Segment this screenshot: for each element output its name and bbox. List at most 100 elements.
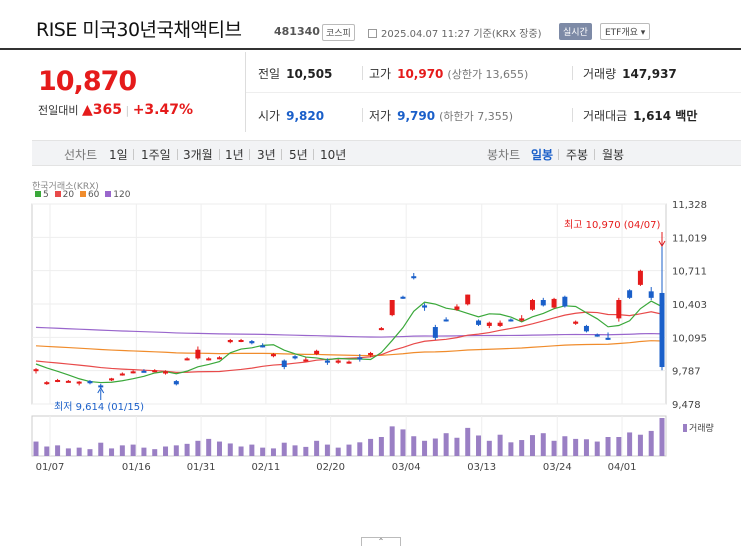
volume-bar [605, 437, 611, 456]
volume-bar [335, 447, 341, 456]
volume-bar [119, 445, 125, 456]
candle-body [400, 296, 406, 299]
tab-period-1y[interactable]: 1년 [225, 148, 244, 162]
volume-bar [519, 440, 525, 456]
candle-body [411, 276, 417, 279]
volume-bar [594, 441, 600, 456]
tab-line-chart[interactable]: 선차트 [64, 148, 98, 162]
collapse-button[interactable]: ⌃ [361, 537, 401, 546]
max-annotation: 최고 10,970 (04/07) [564, 219, 660, 231]
tab-candle-chart[interactable]: 봉차트 [487, 148, 521, 162]
price-chart[interactable]: 11,328 11,019 10,711 10,403 10,095 9,787 9,478… [0, 196, 741, 536]
candle-body [206, 358, 212, 361]
price-panel: 10,870 전일대비 ▲365 | +3.47% [32, 52, 244, 132]
volume-bar [465, 427, 471, 456]
tab-period-5y[interactable]: 5년 [289, 148, 308, 162]
volume-bar [324, 444, 330, 456]
stat-amount: 거래대금 1,614 백만 [583, 109, 698, 123]
volume-bar [562, 436, 568, 456]
stat-volume: 거래량 147,937 [583, 67, 677, 81]
volume-bar [497, 434, 503, 456]
volume-bar [443, 433, 449, 456]
candle-body [422, 305, 428, 308]
volume-bar [357, 442, 363, 456]
legend-ma20: 20 [62, 190, 75, 200]
volume-bar [76, 447, 82, 456]
volume-bar [422, 440, 428, 456]
volume-bar [184, 443, 190, 456]
y-tick-label: 9,478 [672, 400, 701, 411]
tab-period-1d[interactable]: 1일 [109, 148, 128, 162]
candle-body [486, 322, 492, 326]
ma-legend: 5 20 60 120 [32, 190, 130, 200]
stat-low: 저가 9,790 (하한가 7,355) [369, 109, 513, 123]
candle-body [33, 369, 39, 372]
time-info: 2025.04.07 11:27 기준(KRX 장중) [368, 25, 542, 40]
title-bar: RISE 미국30년국채액티브 481340 코스피 2025.04.07 11… [0, 0, 741, 50]
y-tick-label: 10,095 [672, 333, 707, 344]
time-text: 2025.04.07 11:27 기준(KRX 장중) [381, 29, 542, 40]
candle-body [648, 291, 654, 298]
volume-bar [195, 440, 201, 456]
volume-bar [616, 437, 622, 456]
candle-body [637, 270, 643, 285]
volume-bar [238, 446, 244, 456]
candle-body [476, 320, 482, 325]
min-arrow-head [97, 387, 105, 394]
tab-period-3y[interactable]: 3년 [257, 148, 276, 162]
y-tick-label: 9,787 [672, 367, 701, 378]
candle-body [659, 292, 665, 368]
tab-period-1w[interactable]: 1주일 [141, 148, 171, 162]
change-up-icon: ▲ [81, 102, 93, 118]
candle-body [195, 349, 201, 359]
volume-bar [173, 445, 179, 456]
tab-monthly[interactable]: 월봉 [602, 148, 625, 162]
tab-period-10y[interactable]: 10년 [320, 148, 347, 162]
volume-bar [637, 434, 643, 456]
volume-bar [292, 445, 298, 456]
candle-body [249, 341, 255, 344]
volume-bar [476, 435, 482, 456]
volume-bar [454, 437, 460, 456]
max-arrow-head [658, 240, 666, 247]
volume-bar [55, 445, 61, 456]
candle-body [119, 373, 125, 376]
x-tick-label: 01/07 [36, 462, 65, 473]
volume-bar [260, 447, 266, 456]
candle-body [616, 300, 622, 319]
live-badge[interactable]: 실시간 [559, 23, 592, 40]
candle-body [44, 382, 50, 385]
volume-bar [303, 446, 309, 456]
candle-body [65, 380, 71, 383]
min-annotation: 최저 9,614 (01/15) [54, 401, 144, 413]
volume-bar [411, 436, 417, 456]
y-tick-label: 10,403 [672, 300, 707, 311]
chart-tabs: 선차트 1일 1주일 3개월 1년 3년 5년 10년 봉차트 일봉 주봉 월봉 [32, 140, 741, 166]
volume-bar [109, 448, 115, 456]
tab-period-3m[interactable]: 3개월 [183, 148, 213, 162]
volume-bar [648, 430, 654, 456]
candle-body [260, 345, 266, 348]
volume-bar [152, 449, 158, 456]
volume-bar [141, 447, 147, 456]
volume-bar [659, 418, 665, 456]
candle-body [368, 352, 374, 356]
candle-body [465, 294, 471, 305]
candle-body [389, 300, 395, 316]
etf-overview-button[interactable]: ETF개요 ▾ [600, 23, 651, 40]
volume-bar [529, 435, 535, 456]
tab-weekly[interactable]: 주봉 [566, 148, 589, 162]
candle-body [130, 371, 136, 374]
tab-daily[interactable]: 일봉 [531, 148, 554, 162]
candle-body [184, 358, 190, 361]
candle-body [303, 359, 309, 362]
volume-bar [314, 440, 320, 456]
x-tick-label: 04/01 [608, 462, 637, 473]
change-label: 전일대비 [38, 104, 79, 117]
volume-bar [627, 432, 633, 456]
candle-body [529, 300, 535, 310]
x-tick-label: 02/11 [251, 462, 280, 473]
candle-body [87, 381, 93, 384]
candle-body [216, 357, 222, 360]
candle-body [605, 337, 611, 340]
